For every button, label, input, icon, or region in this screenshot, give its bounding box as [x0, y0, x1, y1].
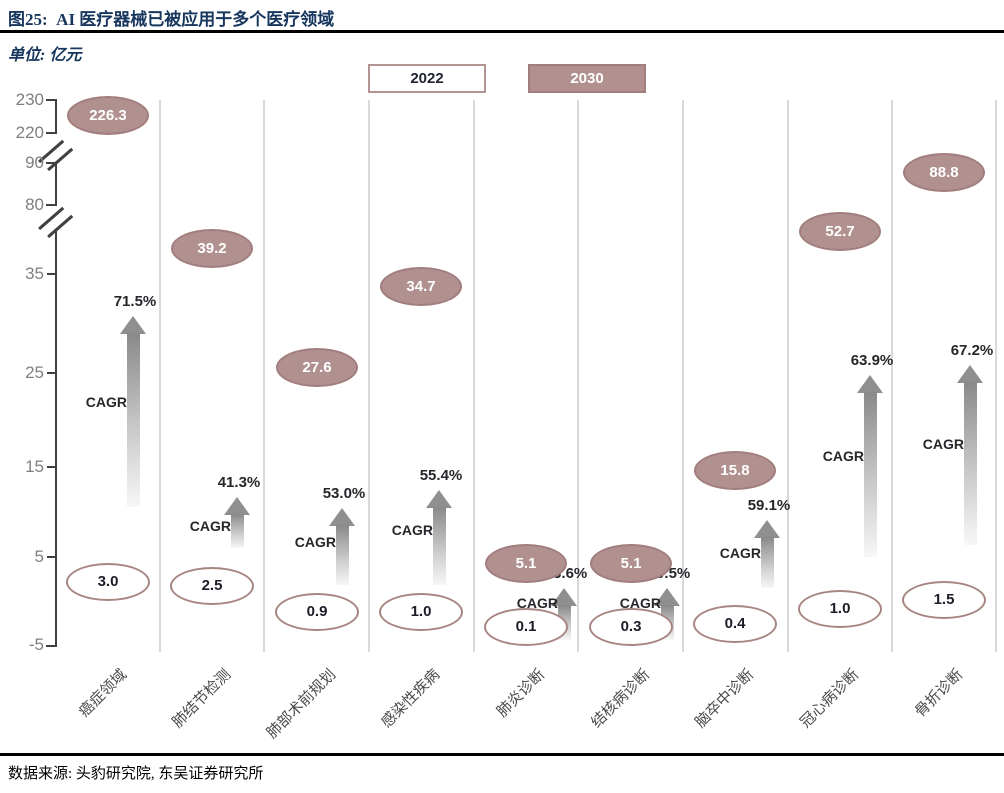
cagr-percent-label: 41.3% — [217, 474, 261, 491]
value-bubble-2030: 27.6 — [276, 348, 358, 387]
legend-item-2030: 2030 — [528, 64, 646, 93]
value-bubble-2022: 1.5 — [902, 581, 986, 619]
value-bubble-2022: 3.0 — [66, 563, 150, 601]
value-bubble-2030: 34.7 — [380, 267, 462, 306]
cagr-arrow-shaft — [335, 525, 349, 585]
cagr-arrow-head — [857, 375, 883, 393]
cagr-arrow-head — [957, 365, 983, 383]
y-axis-tick — [47, 556, 56, 558]
y-axis-cap — [46, 162, 57, 164]
gridline — [368, 100, 370, 652]
category-label: 冠心病诊断 — [797, 666, 863, 732]
cagr-percent-label: 53.0% — [322, 485, 366, 502]
cagr-arrow-head — [120, 316, 146, 334]
y-axis-cap — [46, 204, 57, 206]
value-bubble-2030: 226.3 — [67, 96, 149, 135]
cagr-text-label: CAGR — [391, 522, 433, 538]
y-tick-label: 90 — [25, 153, 44, 172]
value-bubble-2030: 88.8 — [903, 153, 985, 192]
cagr-text-label: CAGR — [189, 518, 231, 534]
cagr-arrow-shaft — [863, 392, 877, 557]
gridline — [159, 100, 161, 652]
gridline — [995, 100, 997, 652]
legend-item-2022: 2022 — [368, 64, 486, 93]
gridline — [682, 100, 684, 652]
cagr-arrow-shaft — [230, 514, 244, 548]
gridline — [787, 100, 789, 652]
cagr-arrow-head — [754, 520, 780, 538]
cagr-arrow-head — [551, 588, 577, 606]
y-tick-label: 15 — [25, 457, 44, 476]
category-label: 感染性疾病 — [378, 666, 444, 732]
y-tick-label: 25 — [25, 363, 44, 382]
gridline — [577, 100, 579, 652]
y-tick-label: 5 — [34, 547, 44, 566]
figure-title: 图25: AI 医疗器械已被应用于多个医疗领域 — [8, 10, 335, 29]
value-bubble-2030: 5.1 — [485, 544, 567, 583]
value-bubble-2022: 1.0 — [798, 590, 882, 628]
gridline — [473, 100, 475, 652]
cagr-arrow-shaft — [432, 507, 446, 585]
cagr-text-label: CAGR — [619, 595, 661, 611]
value-bubble-2030: 5.1 — [590, 544, 672, 583]
legend-2022-label: 2022 — [410, 70, 444, 87]
value-bubble-2022: 0.4 — [693, 605, 777, 643]
value-bubble-2030: 39.2 — [171, 229, 253, 268]
cagr-arrow-head — [654, 588, 680, 606]
cagr-percent-label: 67.2% — [950, 342, 994, 359]
gridline — [263, 100, 265, 652]
cagr-arrow-head — [426, 490, 452, 508]
cagr-text-label: CAGR — [516, 595, 558, 611]
cagr-arrow-shaft — [126, 333, 140, 507]
category-label: 骨折诊断 — [911, 666, 967, 721]
y-tick-label: -5 — [28, 635, 44, 654]
title-divider-rule — [0, 30, 1004, 33]
y-axis-tick — [47, 273, 56, 275]
value-bubble-2022: 2.5 — [170, 567, 254, 605]
value-bubble-2022: 0.1 — [484, 608, 568, 646]
value-bubble-2030: 15.8 — [694, 451, 776, 490]
y-axis-segment-mid — [55, 162, 57, 206]
y-tick-label: 220 — [15, 123, 44, 142]
cagr-text-label: CAGR — [719, 545, 761, 561]
cagr-text-label: CAGR — [294, 534, 336, 550]
category-label: 脑卒中诊断 — [692, 666, 758, 732]
value-bubble-2022: 1.0 — [379, 593, 463, 631]
value-bubble-2030: 52.7 — [799, 212, 881, 251]
y-tick-label: 80 — [25, 195, 44, 214]
y-axis-segment-top — [55, 99, 57, 134]
category-label: 肺炎诊断 — [493, 666, 549, 721]
y-axis-tick — [47, 372, 56, 374]
cagr-arrow-shaft — [760, 537, 774, 588]
source-text: 数据来源: 头豹研究院, 东吴证券研究所 — [8, 766, 264, 782]
unit-label: 单位: 亿元 — [8, 47, 82, 64]
gridline — [891, 100, 893, 652]
y-axis-cap — [46, 132, 57, 134]
cagr-text-label: CAGR — [922, 436, 964, 452]
y-tick-label: 230 — [15, 90, 44, 109]
y-axis-tick — [47, 466, 56, 468]
y-axis-cap — [46, 645, 57, 647]
cagr-percent-label: 71.5% — [113, 293, 157, 310]
cagr-percent-label: 63.9% — [850, 352, 894, 369]
cagr-percent-label: 59.1% — [747, 497, 791, 514]
y-axis-cap — [46, 99, 57, 101]
cagr-arrow-shaft — [963, 382, 977, 545]
value-bubble-2022: 0.9 — [275, 593, 359, 631]
category-label: 结核病诊断 — [588, 666, 654, 732]
cagr-text-label: CAGR — [822, 448, 864, 464]
cagr-percent-label: 55.4% — [419, 467, 463, 484]
cagr-arrow-head — [329, 508, 355, 526]
value-bubble-2022: 0.3 — [589, 608, 673, 646]
legend-2030-label: 2030 — [570, 70, 604, 87]
y-axis-main — [55, 230, 57, 647]
source-divider-rule — [0, 753, 1004, 756]
y-tick-label: 35 — [25, 264, 44, 283]
cagr-text-label: CAGR — [85, 394, 127, 410]
cagr-arrow-head — [224, 497, 250, 515]
